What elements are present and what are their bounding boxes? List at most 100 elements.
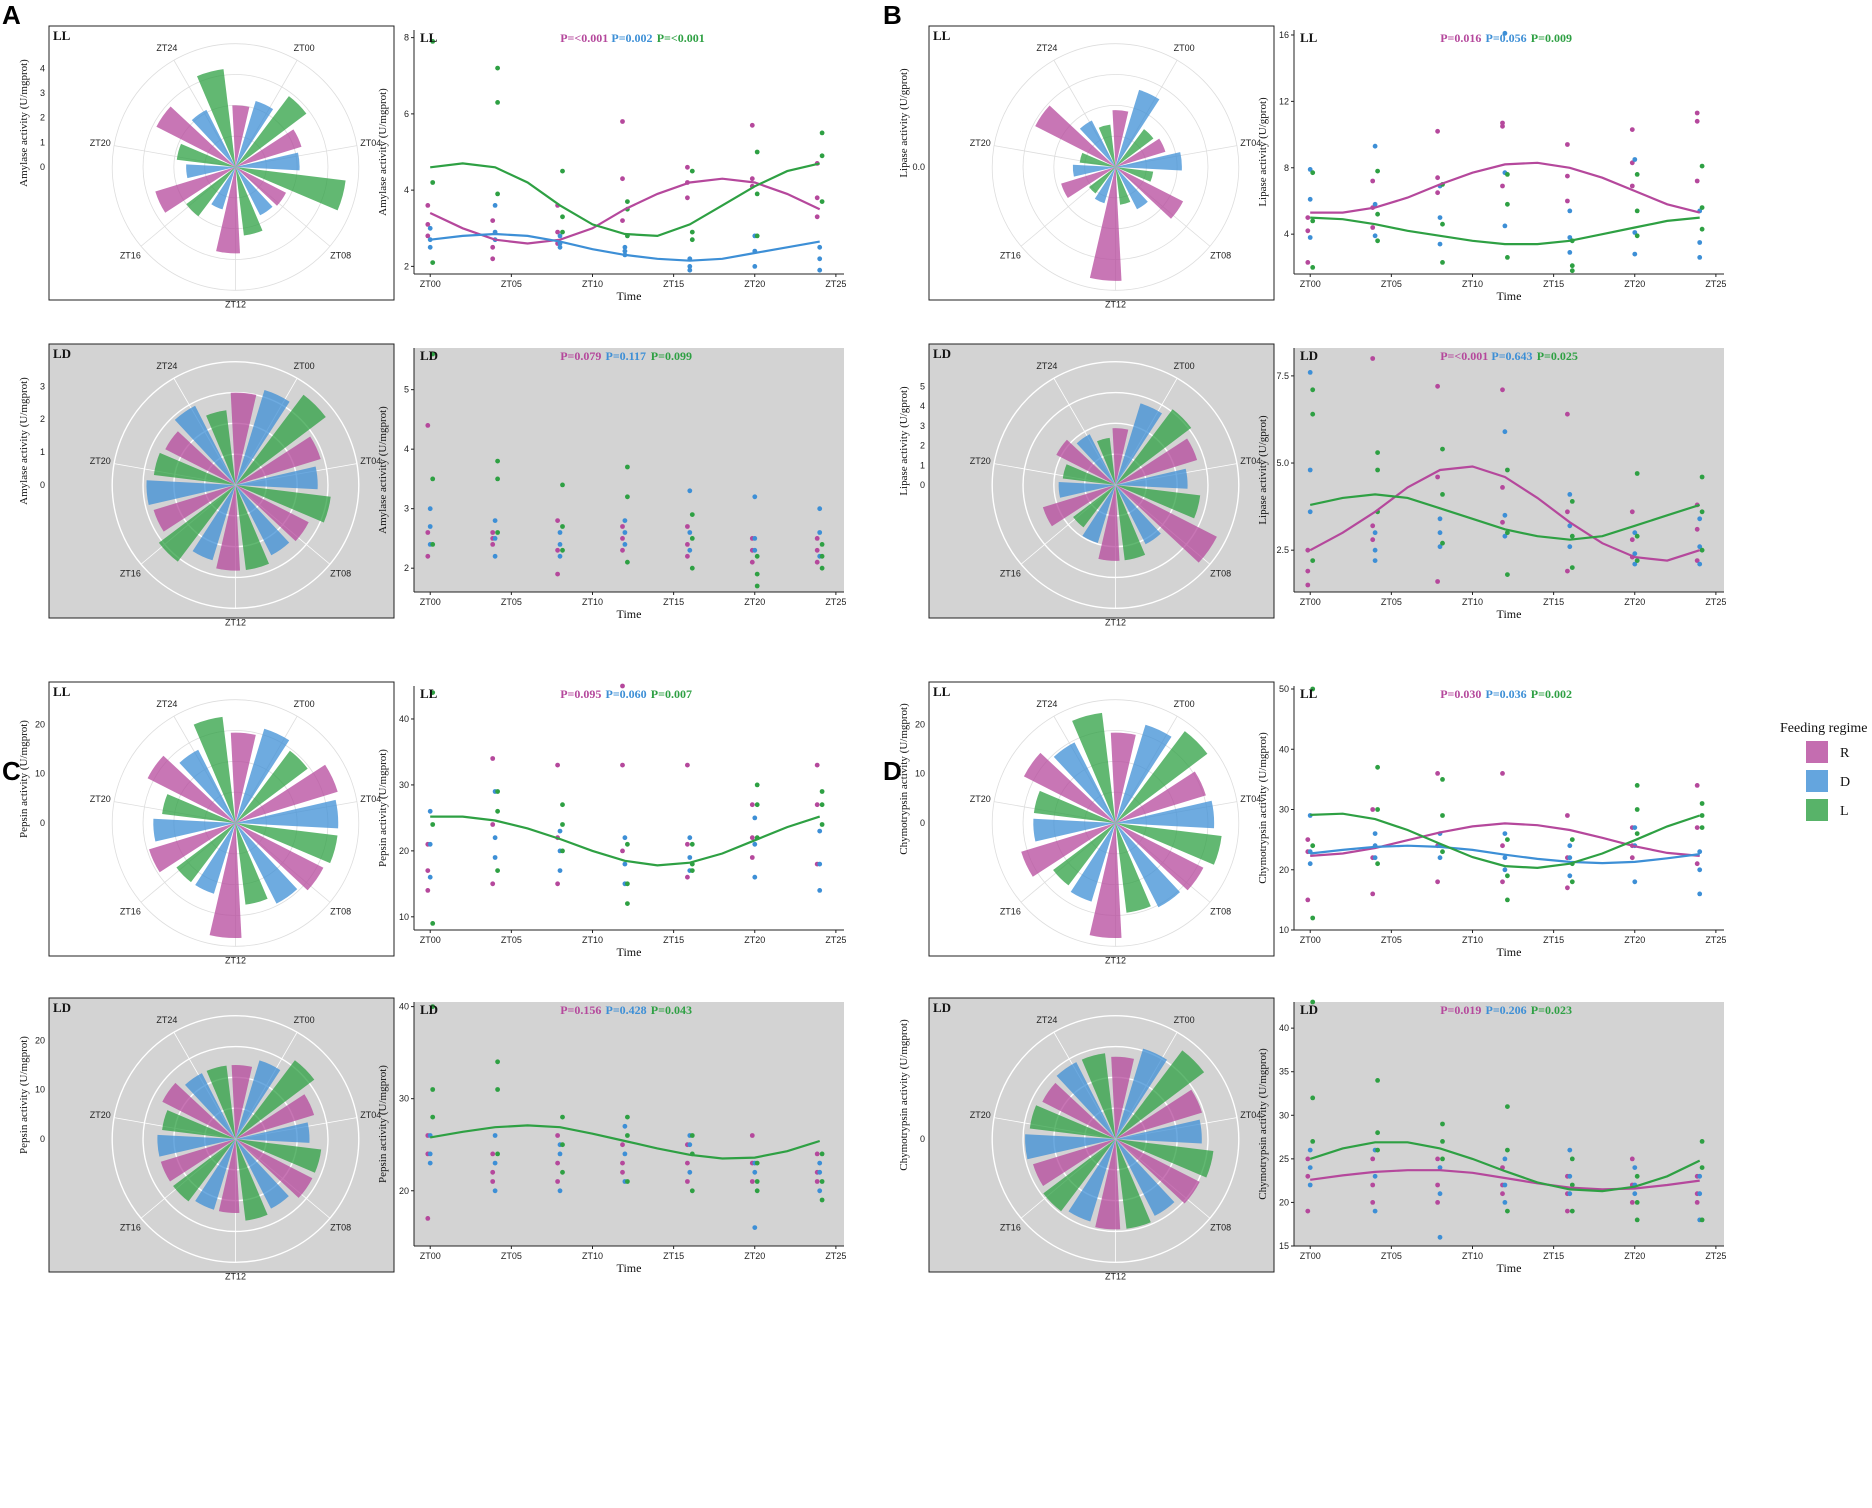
polar-bar-r — [1115, 167, 1184, 219]
data-point-d — [1567, 855, 1573, 861]
polar-bar-r — [160, 1139, 236, 1182]
y-tick-label: 20 — [1279, 1197, 1289, 1207]
data-point-l — [754, 149, 760, 155]
polar-bar-r — [235, 436, 321, 485]
data-point-l — [1375, 764, 1380, 770]
data-point-r — [1694, 825, 1700, 830]
data-point-r — [1565, 142, 1570, 147]
data-point-r — [814, 1179, 820, 1184]
data-point-r — [620, 536, 625, 541]
data-point-r — [1629, 509, 1635, 515]
data-point-r — [490, 530, 496, 535]
data-point-r — [685, 164, 690, 170]
polar-angle-label: ZT04 — [360, 794, 381, 804]
data-point-l — [560, 1169, 565, 1175]
data-point-l — [1699, 825, 1705, 830]
polar-bar-r — [1115, 771, 1206, 823]
x-tick-label: ZT15 — [1543, 597, 1564, 607]
data-point-r — [620, 683, 625, 689]
polar-bar-l — [235, 485, 269, 570]
polar-y-tick: 1 — [40, 137, 45, 147]
x-tick-label: ZT15 — [1543, 935, 1564, 945]
fit-curve-l — [430, 815, 821, 867]
data-point-d — [817, 888, 823, 893]
polar-angle-label: ZT04 — [360, 138, 381, 148]
x-tick-label: ZT10 — [1462, 597, 1483, 607]
data-point-r — [1500, 485, 1505, 490]
data-point-d — [1567, 1173, 1573, 1179]
data-point-l — [689, 1133, 695, 1138]
x-tick-label: ZT05 — [1381, 279, 1402, 289]
polar-angle-label: ZT12 — [1105, 1271, 1126, 1281]
data-point-l — [754, 1160, 760, 1166]
data-point-d — [1632, 530, 1638, 536]
data-point-r — [814, 802, 820, 808]
data-point-r — [620, 119, 625, 124]
polar-angle-label: ZT04 — [360, 456, 381, 466]
data-point-r — [1305, 260, 1311, 265]
data-point-r — [1694, 526, 1700, 532]
data-point-d — [492, 553, 498, 559]
polar-bar-d — [1115, 823, 1180, 908]
polar-angle-label: ZT24 — [156, 699, 177, 709]
y-tick-label: 40 — [1279, 1023, 1289, 1033]
data-point-d — [817, 267, 823, 273]
data-point-d — [1502, 512, 1508, 518]
data-point-l — [430, 39, 436, 44]
scatter-condition-title: LL — [1300, 30, 1318, 45]
data-point-r — [1305, 1173, 1311, 1179]
data-point-r — [1435, 771, 1440, 776]
data-point-r — [1305, 1156, 1311, 1162]
data-point-r — [620, 547, 625, 553]
x-tick-label: ZT20 — [1624, 935, 1645, 945]
data-point-d — [817, 861, 823, 867]
y-tick-label: 10 — [399, 912, 409, 922]
data-point-r — [749, 855, 755, 860]
polar-bar-l — [1098, 124, 1116, 167]
polar-bar-l — [186, 167, 236, 217]
data-point-d — [687, 547, 693, 553]
data-point-l — [689, 536, 695, 541]
polar-condition-title: LL — [53, 684, 71, 699]
p-value-r: P=<0.001 — [560, 31, 608, 45]
polar-bar-r — [232, 105, 250, 167]
data-point-r — [1500, 519, 1505, 525]
data-point-l — [1569, 499, 1575, 504]
x-tick-label: ZT10 — [582, 935, 603, 945]
data-point-d — [1567, 523, 1573, 529]
data-point-r — [1435, 128, 1440, 134]
data-point-r — [620, 1160, 625, 1166]
polar-angle-label: ZT08 — [1210, 1222, 1231, 1232]
data-point-d — [1307, 235, 1313, 240]
data-point-r — [685, 1179, 690, 1184]
polar-angle-label: ZT08 — [1210, 906, 1231, 916]
polar-bar-r — [209, 823, 242, 939]
polar-bar-d — [192, 485, 236, 561]
data-point-r — [620, 218, 625, 224]
data-point-l — [495, 1151, 500, 1157]
x-tick-label: ZT05 — [501, 935, 522, 945]
polar-y-tick: 2 — [920, 441, 925, 451]
data-point-l — [1505, 255, 1510, 260]
polar-angle-label: ZT20 — [970, 1110, 991, 1120]
polar-bar-d — [235, 152, 300, 171]
data-point-l — [1634, 783, 1640, 788]
data-point-d — [622, 542, 628, 547]
data-point-l — [754, 1188, 760, 1194]
data-point-r — [425, 222, 431, 227]
data-point-l — [1699, 547, 1705, 553]
data-point-d — [622, 248, 628, 254]
data-point-d — [752, 264, 758, 269]
x-tick-label: ZT20 — [1624, 1251, 1645, 1261]
polar-bar-r — [1115, 1089, 1202, 1139]
fit-curve-l — [430, 162, 820, 238]
data-point-l — [1505, 1147, 1510, 1153]
data-point-l — [495, 65, 500, 71]
data-point-l — [625, 559, 630, 565]
polar-angle-label: ZT16 — [1000, 250, 1021, 260]
fit-curve-d — [430, 232, 820, 262]
polar-bar-l — [1081, 1053, 1116, 1139]
p-value-d: P=0.428 — [606, 1003, 647, 1017]
data-point-r — [1500, 1191, 1505, 1197]
data-point-r — [814, 762, 820, 768]
